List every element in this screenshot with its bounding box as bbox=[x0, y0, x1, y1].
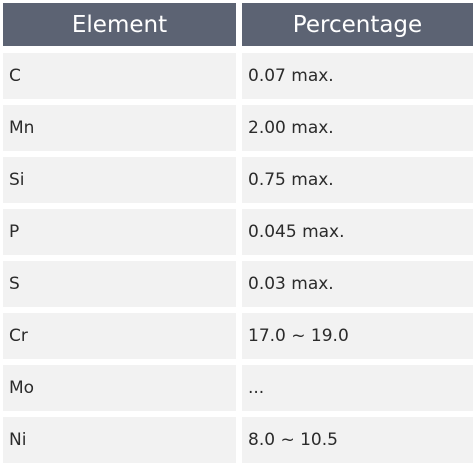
header-element: Element bbox=[3, 3, 236, 46]
element-cell: P bbox=[3, 209, 236, 255]
table-row: Ni 8.0 ~ 10.5 bbox=[3, 417, 473, 463]
table-row: C 0.07 max. bbox=[3, 53, 473, 99]
table-row: Cr 17.0 ~ 19.0 bbox=[3, 313, 473, 359]
percentage-cell: ... bbox=[242, 365, 473, 411]
table-row: P 0.045 max. bbox=[3, 209, 473, 255]
percentage-cell: 0.75 max. bbox=[242, 157, 473, 203]
element-cell: Mn bbox=[3, 105, 236, 151]
element-cell: Si bbox=[3, 157, 236, 203]
table-row: S 0.03 max. bbox=[3, 261, 473, 307]
percentage-cell: 0.07 max. bbox=[242, 53, 473, 99]
table-row: Si 0.75 max. bbox=[3, 157, 473, 203]
element-cell: S bbox=[3, 261, 236, 307]
table-row: Mo ... bbox=[3, 365, 473, 411]
percentage-cell: 0.045 max. bbox=[242, 209, 473, 255]
percentage-cell: 2.00 max. bbox=[242, 105, 473, 151]
percentage-cell: 17.0 ~ 19.0 bbox=[242, 313, 473, 359]
percentage-cell: 0.03 max. bbox=[242, 261, 473, 307]
table-row: Mn 2.00 max. bbox=[3, 105, 473, 151]
element-cell: C bbox=[3, 53, 236, 99]
element-cell: Cr bbox=[3, 313, 236, 359]
element-cell: Ni bbox=[3, 417, 236, 463]
table-header-row: Element Percentage bbox=[3, 3, 473, 46]
percentage-cell: 8.0 ~ 10.5 bbox=[242, 417, 473, 463]
element-cell: Mo bbox=[3, 365, 236, 411]
header-percentage: Percentage bbox=[242, 3, 473, 46]
